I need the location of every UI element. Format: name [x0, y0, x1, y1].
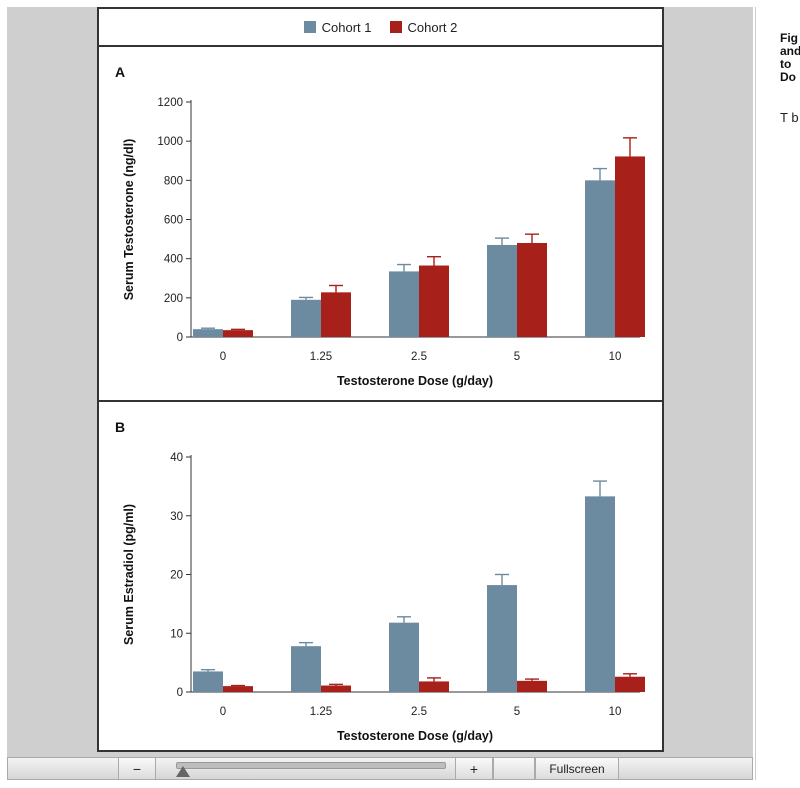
bar-cohort-1	[193, 671, 223, 692]
bar-cohort-2	[223, 686, 253, 692]
y-tick-label: 0	[177, 332, 183, 344]
y-tick-label: 400	[164, 254, 183, 266]
caption-text: T b	[780, 110, 799, 125]
caption-title-line: to	[780, 57, 792, 71]
y-tick-label: 1000	[157, 136, 183, 148]
y-tick-label: 0	[177, 687, 183, 699]
bar-cohort-1	[291, 646, 321, 692]
bar-cohort-2	[517, 680, 547, 692]
panel-label: A	[115, 64, 125, 80]
panel-label: B	[115, 419, 125, 435]
caption-title-line: and	[780, 44, 800, 58]
zoom-in-icon: +	[469, 760, 479, 777]
chart-panel-a: A 0 200 400 600 800 1000 1200 0 1.25 2.5 5 10 Testost…	[115, 64, 645, 388]
legend-item-cohort-1: Cohort 1	[303, 19, 372, 35]
x-tick-label: 10	[609, 706, 622, 718]
y-tick-label: 30	[170, 511, 183, 523]
fullscreen-button[interactable]: Fullscreen	[535, 758, 619, 779]
x-tick-label: 5	[514, 706, 520, 718]
zoom-slider-thumb[interactable]	[176, 766, 190, 777]
legend-swatch-cohort-1	[303, 21, 316, 33]
y-axis-title: Serum Estradiol (pg/ml)	[122, 504, 136, 645]
y-tick-label: 800	[164, 175, 183, 187]
y-tick-label: 10	[170, 628, 183, 640]
bar-cohort-1	[585, 180, 615, 337]
bar-cohort-2	[615, 156, 645, 337]
chart-legend: Cohort 1 Cohort 2	[99, 9, 662, 47]
y-axis-title: Serum Testosterone (ng/dl)	[122, 139, 136, 301]
x-tick-label: 2.5	[411, 351, 427, 363]
zoom-in-button[interactable]: +	[455, 758, 493, 779]
bar-cohort-2	[321, 292, 351, 337]
zoom-slider-track[interactable]	[176, 762, 446, 769]
legend-label-cohort-1: Cohort 1	[321, 19, 372, 35]
legend-swatch-cohort-2	[389, 21, 402, 33]
x-axis-title: Testosterone Dose (g/day)	[337, 729, 493, 743]
y-tick-label: 600	[164, 215, 183, 227]
panel-divider	[99, 400, 662, 402]
caption-title-line: Fig	[780, 31, 798, 45]
bar-cohort-2	[419, 265, 449, 337]
bar-cohort-1	[193, 329, 223, 337]
zoom-out-button[interactable]: −	[118, 758, 156, 779]
bar-cohort-2	[223, 330, 253, 337]
bar-cohort-2	[321, 685, 351, 692]
x-axis-title: Testosterone Dose (g/day)	[337, 374, 493, 388]
chart-panel-b: B 0 10 20 30 40 0 1.25 2.5 5 10 Testosterone Dose (…	[115, 419, 645, 743]
legend-item-cohort-2: Cohort 2	[389, 19, 458, 35]
y-tick-label: 200	[164, 293, 183, 305]
y-tick-label: 1200	[157, 97, 183, 109]
x-tick-label: 0	[220, 351, 226, 363]
zoom-out-icon: −	[132, 760, 142, 777]
bar-cohort-2	[419, 681, 449, 692]
bar-cohort-1	[389, 622, 419, 692]
bar-cohort-2	[517, 243, 547, 337]
y-tick-label: 20	[170, 570, 183, 582]
bar-cohort-1	[291, 299, 321, 337]
fullscreen-label: Fullscreen	[549, 761, 605, 776]
bar-cohort-1	[585, 496, 615, 692]
bar-cohort-1	[487, 585, 517, 692]
x-tick-label: 0	[220, 706, 226, 718]
x-tick-label: 10	[609, 351, 622, 363]
viewer-toolbar: − + Fullscreen	[7, 757, 753, 780]
x-tick-label: 1.25	[310, 706, 332, 718]
bar-cohort-1	[487, 244, 517, 337]
y-tick-label: 40	[170, 452, 183, 464]
caption-title-line: Do	[780, 70, 796, 84]
x-tick-label: 2.5	[411, 706, 427, 718]
bar-cohort-1	[389, 271, 419, 337]
x-tick-label: 1.25	[310, 351, 332, 363]
legend-label-cohort-2: Cohort 2	[407, 19, 458, 35]
figure-panel: Cohort 1 Cohort 2 A 0 200 400 600 800 1000 1200…	[97, 7, 664, 752]
bar-cohort-2	[615, 676, 645, 692]
toolbar-spacer-button[interactable]	[493, 758, 535, 779]
caption-title: Fig and to Do	[780, 32, 800, 84]
caption-panel: Fig and to Do T b	[755, 7, 800, 780]
x-tick-label: 5	[514, 351, 520, 363]
